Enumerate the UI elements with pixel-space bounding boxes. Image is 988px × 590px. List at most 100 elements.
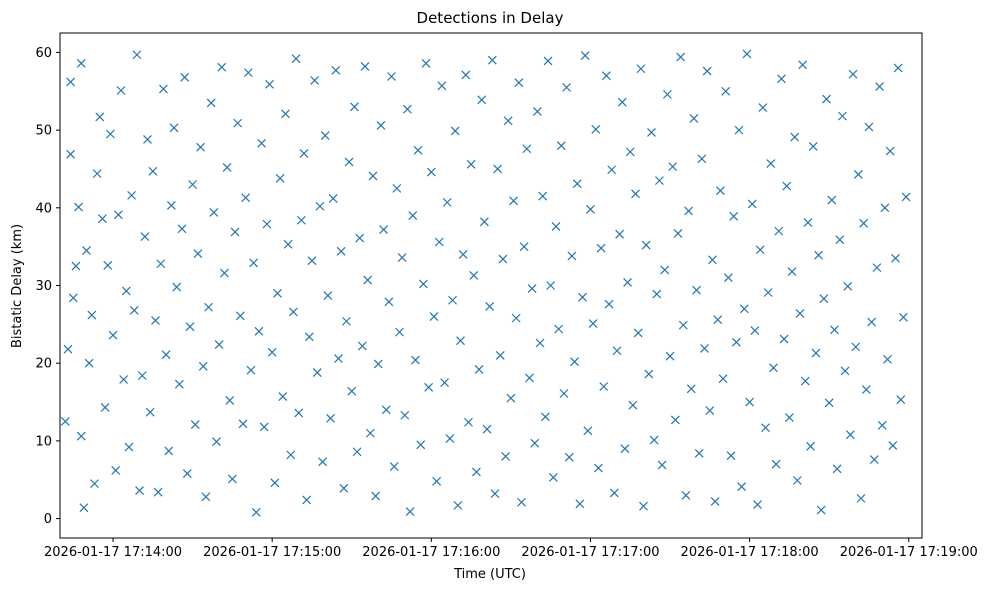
scatter-point [397,253,407,262]
scatter-point [140,232,150,241]
scatter-point [880,203,890,213]
scatter-point [649,435,659,445]
scatter-point [729,211,739,221]
scatter-point [471,467,481,477]
scatter-point [151,316,160,325]
scatter-point [196,142,205,152]
scatter-point [885,146,895,156]
scatter-point [315,201,325,211]
scatter-point [76,58,86,68]
scatter-point [853,169,863,179]
scatter-point [548,472,558,482]
scatter-point [108,330,118,340]
scatter-point [71,261,81,271]
scatter-point [98,214,107,224]
scatter-point [90,479,99,489]
x-tick-label: 2026-01-17 17:15:00 [203,545,341,560]
scatter-point [273,288,282,298]
scatter-point [657,460,667,470]
scatter-point [716,186,725,196]
y-axis: 0 10 20 30 40 50 60 [35,46,60,527]
scatter-point [222,162,232,172]
scatter-point [540,412,550,422]
scatter-point [747,199,757,209]
scatter-point [572,179,582,189]
scatter-point [113,210,123,220]
scatter-point [121,286,131,296]
scatter-point [74,202,83,212]
scatter-point [517,497,526,507]
scatter-point [686,384,696,394]
scatter-point [506,393,516,403]
scatter-point [251,507,261,517]
scatter-point [381,405,391,415]
y-tick-label: 40 [35,201,52,216]
scatter-point [145,407,155,417]
scatter-point [835,235,845,245]
scatter-point [352,447,362,457]
scatter-point [848,69,858,79]
scatter-point [705,406,715,416]
scatter-point [493,164,503,174]
scatter-point [580,51,590,60]
scatter-point [718,374,728,384]
scatter-point [392,183,402,193]
scatter-point [182,469,192,478]
scatter-point [509,196,518,206]
y-axis-label: Bistatic Delay (km) [10,224,25,348]
y-tick-label: 30 [35,279,52,294]
scatter-point [670,415,680,425]
scatter-point [636,64,646,74]
scatter-point [111,465,121,475]
y-tick-label: 0 [44,512,52,527]
scatter-point [731,337,741,347]
scatter-point [278,392,288,402]
scatter-point [609,488,619,498]
scatter-point [784,413,794,423]
scatter-point [448,295,457,305]
scatter-point [721,86,731,96]
scatter-point [432,476,442,486]
scatter-point [421,58,431,68]
scatter-point [899,312,908,322]
scatter-point [408,211,418,221]
scatter-point [339,483,349,493]
scatter-point [596,243,606,253]
scatter-point [230,227,240,237]
scatter-point [270,478,280,488]
scatter-point [665,351,675,361]
scatter-point [95,112,105,122]
scatter-point [299,148,309,158]
scatter-point [575,499,585,509]
scatter-point [283,239,293,249]
scatter-point [795,309,805,318]
scatter-point [281,109,290,119]
scatter-point [336,246,346,256]
scatter-point [418,279,428,289]
scatter-point [384,297,394,307]
scatter-point [832,464,842,474]
scatter-point [792,476,802,485]
x-tick-label: 2026-01-17 17:14:00 [44,545,182,560]
scatter-point [302,495,312,505]
scatter-point [814,250,823,260]
scatter-point [307,256,317,266]
scatter-point [771,459,781,469]
scatter-point [217,62,227,72]
scatter-point [368,171,378,181]
scatter-point [129,305,139,315]
scatter-point [583,426,593,436]
scatter-point [429,312,439,322]
scatter-point [201,492,211,502]
y-tick-label: 50 [35,124,52,139]
scatter-point [485,302,495,311]
scatter-point [342,316,351,326]
scatter-point [477,95,487,105]
scatter-point [896,395,906,405]
scatter-point [676,52,686,62]
scatter-point [387,72,396,81]
scatter-point [453,500,463,510]
scatter-point [591,124,601,134]
scatter-point [479,217,489,227]
scatter-point [100,403,110,412]
